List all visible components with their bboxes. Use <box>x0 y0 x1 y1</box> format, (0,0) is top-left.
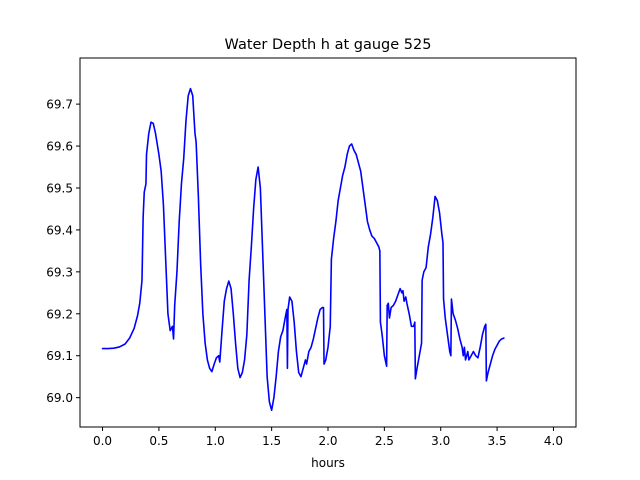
x-axis: 0.0 0.5 1.0 1.5 2.0 2.5 3.0 3.5 4.0 <box>93 427 563 448</box>
y-tick-label: 69.6 <box>46 140 73 154</box>
series-line-1 <box>101 87 505 412</box>
x-tick-label: 1.0 <box>206 434 225 448</box>
x-axis-label: hours <box>311 456 345 470</box>
y-tick-label: 69.2 <box>46 307 73 321</box>
y-axis: 69.0 69.1 69.2 69.3 69.4 69.5 69.6 69.7 <box>46 98 80 405</box>
x-tick-label: 0.5 <box>149 434 168 448</box>
y-tick-label: 69.0 <box>46 391 73 405</box>
y-tick-label: 69.3 <box>46 265 73 279</box>
x-tick-label: 4.0 <box>544 434 563 448</box>
x-tick-label: 1.5 <box>262 434 281 448</box>
x-tick-label: 2.5 <box>375 434 394 448</box>
chart-title: Water Depth h at gauge 525 <box>225 37 432 53</box>
y-tick-label: 69.7 <box>46 98 73 112</box>
x-tick-label: 3.5 <box>488 434 507 448</box>
y-tick-label: 69.5 <box>46 181 73 195</box>
y-tick-label: 69.4 <box>46 223 73 237</box>
x-tick-label: 2.0 <box>318 434 337 448</box>
x-tick-label: 3.0 <box>431 434 450 448</box>
y-tick-label: 69.1 <box>46 349 73 363</box>
x-tick-label: 0.0 <box>93 434 112 448</box>
